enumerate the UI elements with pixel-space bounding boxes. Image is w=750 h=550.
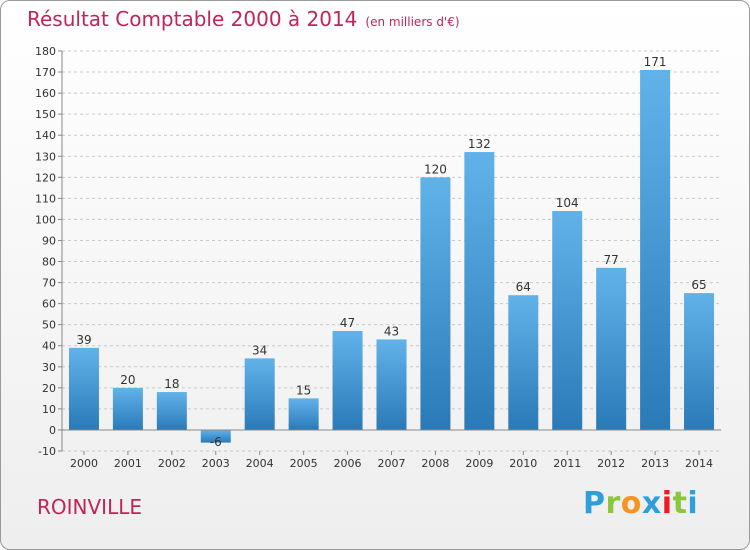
bar — [552, 211, 583, 430]
logo-letter: x — [641, 486, 662, 521]
bar — [640, 69, 671, 430]
bar — [288, 398, 319, 430]
chart-title-text: Résultat Comptable 2000 à 2014 — [27, 7, 358, 31]
y-tick-label: 70 — [42, 277, 56, 290]
y-tick-label: 40 — [42, 340, 56, 353]
y-tick-label: 20 — [42, 382, 56, 395]
y-tick-label: 160 — [35, 87, 56, 100]
y-tick-label: -10 — [38, 445, 56, 458]
y-tick-label: 50 — [42, 319, 56, 332]
y-tick-label: 180 — [35, 45, 56, 58]
data-label: 77 — [604, 253, 619, 267]
bar — [464, 152, 495, 430]
data-label: 132 — [468, 137, 491, 151]
x-tick-label: 2010 — [509, 457, 537, 470]
y-tick-label: 130 — [35, 150, 56, 163]
x-tick-label: 2006 — [334, 457, 362, 470]
y-tick-label: 170 — [35, 66, 56, 79]
bar — [156, 392, 187, 430]
logo-letter: i — [661, 486, 673, 521]
data-label: 64 — [516, 280, 531, 294]
y-tick-label: 120 — [35, 171, 56, 184]
bar — [596, 267, 627, 430]
chart-subtitle: (en milliers d'€) — [365, 15, 460, 29]
bar — [420, 177, 451, 430]
y-tick-label: 30 — [42, 361, 56, 374]
town-name: ROINVILLE — [37, 495, 142, 519]
logo-letter: r — [605, 486, 621, 521]
chart-title: Résultat Comptable 2000 à 2014 (en millie… — [27, 7, 460, 31]
y-tick-label: 150 — [35, 108, 56, 121]
y-tick-label: 10 — [42, 403, 56, 416]
bar — [200, 429, 231, 443]
y-tick-label: 90 — [42, 234, 56, 247]
x-tick-label: 2013 — [641, 457, 669, 470]
data-label: 171 — [644, 55, 667, 69]
bar — [376, 339, 407, 430]
logo-letter: P — [583, 486, 606, 521]
data-label: 15 — [296, 383, 311, 397]
data-label: 34 — [252, 343, 267, 357]
x-tick-label: 2014 — [685, 457, 713, 470]
y-tick-label: 140 — [35, 129, 56, 142]
data-label: 39 — [76, 333, 91, 347]
y-tick-label: 0 — [49, 424, 56, 437]
x-tick-label: 2002 — [158, 457, 186, 470]
data-label: 104 — [556, 196, 579, 210]
x-tick-label: 2009 — [465, 457, 493, 470]
x-tick-label: 2007 — [378, 457, 406, 470]
data-label: 43 — [384, 324, 399, 338]
data-label: 18 — [164, 377, 179, 391]
bar — [68, 347, 99, 430]
y-tick-label: 110 — [35, 192, 56, 205]
logo-letter: o — [620, 486, 642, 521]
data-label: 65 — [691, 278, 706, 292]
bar — [508, 295, 539, 430]
y-tick-label: 80 — [42, 256, 56, 269]
y-tick-label: 100 — [35, 213, 56, 226]
x-tick-label: 2005 — [290, 457, 318, 470]
x-tick-label: 2012 — [597, 457, 625, 470]
data-label: 20 — [120, 373, 135, 387]
data-label: 47 — [340, 316, 355, 330]
x-tick-label: 2001 — [114, 457, 142, 470]
data-label: -6 — [210, 435, 222, 449]
logo-letter: t — [672, 486, 688, 521]
bar — [684, 293, 715, 430]
data-label: 120 — [424, 162, 447, 176]
bar — [112, 387, 143, 430]
x-tick-label: 2003 — [202, 457, 230, 470]
x-tick-label: 2000 — [70, 457, 98, 470]
proxiti-logo: Proxiti — [583, 486, 698, 521]
y-tick-label: 60 — [42, 298, 56, 311]
bar — [332, 331, 363, 430]
logo-letter: i — [687, 486, 699, 521]
x-tick-label: 2008 — [421, 457, 449, 470]
x-tick-label: 2004 — [246, 457, 274, 470]
bar — [244, 358, 275, 430]
x-tick-label: 2011 — [553, 457, 581, 470]
